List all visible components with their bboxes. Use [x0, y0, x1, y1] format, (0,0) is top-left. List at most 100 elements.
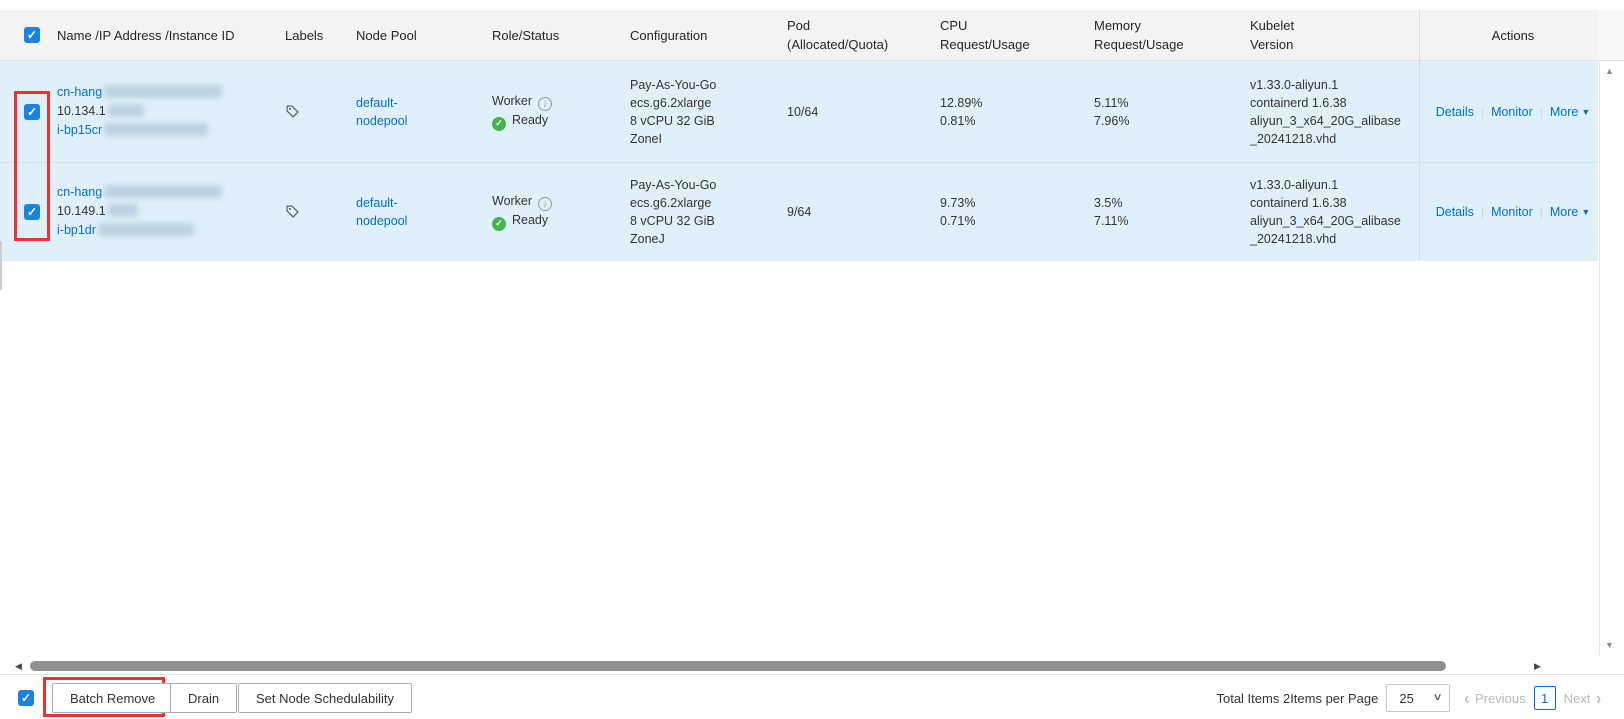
footer-select-all-checkbox[interactable]: ✓ — [18, 690, 34, 706]
column-header-label: Role/Status — [492, 27, 560, 43]
redacted-text — [107, 104, 144, 117]
tag-icon[interactable] — [285, 104, 350, 119]
check-icon: ✓ — [26, 104, 38, 119]
column-header-label: Pod — [787, 18, 811, 33]
row-cell-name: cn-hang 10.149.1 i-bp1dr — [56, 183, 280, 240]
instance-id-link[interactable]: i-bp1dr — [57, 223, 96, 237]
scroll-left-icon[interactable]: ◀ — [15, 661, 22, 671]
column-header-configuration: Configuration — [624, 26, 780, 45]
details-link[interactable]: Details — [1435, 204, 1474, 219]
column-header-label: Labels — [285, 27, 324, 43]
monitor-link[interactable]: Monitor — [1491, 104, 1533, 119]
node-name-link[interactable]: cn-hang — [57, 85, 103, 99]
memory-request: 5.11% — [1094, 95, 1129, 110]
column-header-label: Name /IP Address /Instance ID — [57, 27, 235, 43]
previous-chevron-icon[interactable]: ‹ — [1464, 687, 1470, 709]
drain-button[interactable]: Drain — [170, 683, 238, 713]
node-pool-link[interactable]: default-nodepool — [356, 195, 408, 228]
info-icon[interactable]: i — [538, 97, 553, 112]
instance-spec: 8 vCPU 32 GiB — [630, 113, 715, 128]
horizontal-scrollbar-thumb[interactable] — [30, 661, 1446, 671]
ready-status-icon: ✓ — [492, 116, 506, 131]
scroll-up-icon[interactable]: ▲ — [1605, 66, 1614, 76]
row-checkbox[interactable]: ✓ — [24, 103, 40, 120]
memory-usage: 7.96% — [1094, 113, 1130, 128]
details-link[interactable]: Details — [1435, 104, 1474, 119]
select-all-checkbox[interactable]: ✓ — [24, 27, 40, 43]
action-separator: | — [1539, 104, 1543, 119]
table-header: ✓ Name /IP Address /Instance ID Labels N… — [0, 10, 1598, 61]
row-cell-node-pool: default-nodepool — [350, 194, 484, 230]
action-separator: | — [1480, 204, 1485, 219]
more-dropdown[interactable]: More — [1549, 204, 1579, 219]
tag-icon[interactable] — [285, 204, 350, 219]
chevron-down-icon[interactable]: ▼ — [1581, 206, 1591, 217]
os-image: aliyun_3_x64_20G_alibase_20241218.vhd — [1250, 113, 1401, 146]
next-page-button[interactable]: Next — [1563, 690, 1591, 706]
row-checkbox[interactable]: ✓ — [24, 203, 40, 220]
column-header-cpu: CPU Request/Usage — [934, 16, 1086, 54]
left-edge-divider — [0, 241, 2, 290]
action-separator: | — [1539, 204, 1543, 219]
memory-usage: 7.11% — [1094, 213, 1129, 228]
column-header-memory: Memory Request/Usage — [1086, 16, 1244, 54]
row-cell-pod: 9/64 — [780, 203, 934, 221]
more-dropdown[interactable]: More — [1549, 104, 1579, 119]
scroll-down-icon[interactable]: ▼ — [1605, 640, 1614, 650]
info-icon[interactable]: i — [538, 197, 553, 212]
pod-allocated-quota: 9/64 — [787, 204, 812, 219]
status-label: Ready — [512, 113, 549, 128]
node-name-link[interactable]: cn-hang — [57, 185, 103, 199]
vertical-scrollbar-track[interactable] — [1599, 61, 1624, 655]
previous-page-button[interactable]: Previous — [1475, 690, 1526, 706]
scroll-right-icon[interactable]: ▶ — [1534, 661, 1541, 671]
column-header-label: Node Pool — [356, 27, 417, 43]
batch-remove-button[interactable]: Batch Remove — [52, 683, 174, 713]
set-node-schedulability-button[interactable]: Set Node Schedulability — [238, 683, 413, 713]
row-cell-name: cn-hang 10.134.1 i-bp15cr — [56, 83, 280, 140]
instance-type: ecs.g6.2xlarge — [630, 195, 712, 210]
row-cell-memory: 5.11% 7.96% — [1086, 94, 1244, 130]
cpu-request: 12.89% — [940, 95, 983, 110]
next-chevron-icon[interactable]: › — [1596, 687, 1601, 709]
page-size-select[interactable]: 25 ∨ — [1386, 684, 1451, 712]
table-row: ✓ cn-hang 10.134.1 i-bp15cr default-node… — [0, 61, 1598, 162]
kubelet-version: v1.33.0-aliyun.1 — [1250, 177, 1339, 192]
ready-status-icon: ✓ — [492, 216, 506, 231]
monitor-link[interactable]: Monitor — [1491, 204, 1533, 219]
node-pool-link[interactable]: default-nodepool — [356, 95, 408, 128]
check-icon: ✓ — [20, 691, 32, 705]
column-header-label: Version — [1250, 37, 1294, 52]
column-header-label: Request/Usage — [940, 37, 1030, 52]
instance-type: ecs.g6.2xlarge — [630, 95, 712, 110]
column-header-label: Memory — [1094, 18, 1141, 33]
check-icon: ✓ — [26, 204, 38, 219]
instance-id-link[interactable]: i-bp15cr — [57, 123, 103, 137]
kubelet-version: v1.33.0-aliyun.1 — [1250, 77, 1339, 92]
row-cell-configuration: Pay-As-You-Go ecs.g6.2xlarge 8 vCPU 32 G… — [624, 176, 780, 248]
row-cell-actions: Details | Monitor | More ▼ — [1417, 205, 1596, 219]
row-cell-role-status: Worker i ✓ Ready — [484, 192, 624, 231]
chevron-down-icon[interactable]: ▼ — [1581, 106, 1591, 117]
column-header-actions: Actions — [1417, 26, 1596, 45]
column-header-label: Kubelet — [1250, 18, 1295, 33]
page-size-value: 25 — [1399, 690, 1414, 706]
column-header-name: Name /IP Address /Instance ID — [56, 26, 280, 45]
billing-type: Pay-As-You-Go — [630, 77, 717, 92]
row-cell-labels — [280, 204, 350, 219]
node-ip: 10.134.1 — [57, 104, 106, 118]
column-header-kubelet: Kubelet Version — [1244, 16, 1417, 54]
cpu-usage: 0.71% — [940, 213, 976, 228]
memory-request: 3.5% — [1094, 195, 1123, 210]
role-label: Worker — [492, 194, 533, 209]
cpu-usage: 0.81% — [940, 113, 976, 128]
redacted-text — [104, 85, 223, 98]
node-ip: 10.149.1 — [57, 204, 106, 218]
row-cell-node-pool: default-nodepool — [350, 94, 484, 130]
zone: ZoneI — [630, 131, 662, 146]
container-runtime: containerd 1.6.38 — [1250, 195, 1347, 210]
footer-divider — [0, 674, 1624, 675]
current-page-button[interactable]: 1 — [1533, 686, 1556, 710]
instance-spec: 8 vCPU 32 GiB — [630, 213, 715, 228]
